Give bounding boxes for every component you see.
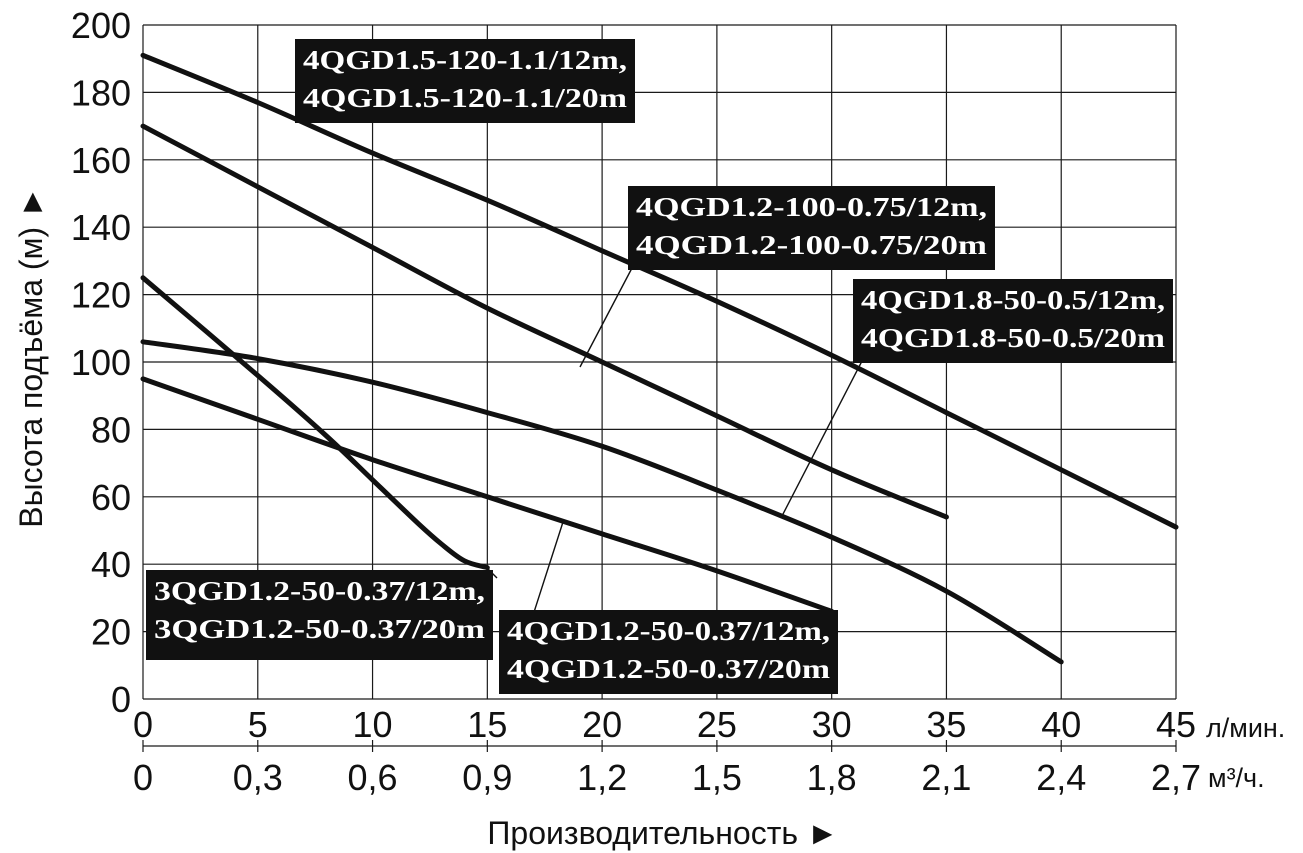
x-axis-ticks: 0 5 10 15 20 25 30 35 40 45 0 0,3 0,6 0,9 1,2 1,5 1,8 2,1… — [133, 704, 1201, 798]
y-axis-title: Высота подъёма (м) ► — [13, 186, 49, 528]
label-line: 4QGD1.2-50-0.37/20m — [507, 654, 831, 684]
x-unit-secondary: м³/ч. — [1208, 763, 1265, 793]
y-tick-label: 40 — [91, 544, 131, 585]
x-tick-label-primary: 10 — [353, 704, 393, 745]
x-tick-label-secondary: 0,9 — [462, 757, 512, 798]
label-line: 4QGD1.2-100-0.75/20m — [636, 230, 988, 260]
curves — [140, 52, 1179, 665]
curve-labels: 4QGD1.5-120-1.1/12m,4QGD1.5-120-1.1/20m4… — [146, 39, 1173, 694]
y-tick-label: 80 — [91, 409, 131, 450]
x-tick-label-secondary: 0,3 — [233, 757, 283, 798]
series-line-3 — [140, 339, 1064, 665]
label-line: 4QGD1.2-100-0.75/12m, — [636, 192, 987, 222]
label-line: 3QGD1.2-50-0.37/12m, — [154, 576, 485, 606]
leader-line — [579, 267, 633, 368]
x-tick-label-primary: 15 — [467, 704, 507, 745]
x-tick-label-secondary: 0,6 — [348, 757, 398, 798]
x-tick-label-primary: 30 — [812, 704, 852, 745]
y-tick-label: 200 — [71, 5, 131, 46]
x-tick-label-secondary: 1,8 — [807, 757, 857, 798]
series-line-4 — [140, 376, 835, 614]
curve-label: 4QGD1.8-50-0.5/12m, 4QGD1.8-50-0.5/20m — [853, 279, 1173, 363]
y-tick-label: 180 — [71, 72, 131, 113]
y-tick-label: 120 — [71, 275, 131, 316]
x-unit-primary: л/мин. — [1206, 713, 1285, 743]
y-tick-label: 160 — [71, 140, 131, 181]
x-tick-label-secondary: 1,5 — [692, 757, 742, 798]
x-tick-label-primary: 5 — [248, 704, 268, 745]
label-box — [146, 570, 493, 660]
x-tick-label-primary: 25 — [697, 704, 737, 745]
x-tick-label-primary: 0 — [133, 704, 153, 745]
y-tick-label: 20 — [91, 612, 131, 653]
label-box — [628, 186, 995, 270]
x-tick-label-secondary: 2,7 — [1151, 757, 1201, 798]
x-tick-label-primary: 35 — [926, 704, 966, 745]
x-tick-label-secondary: 2,1 — [921, 757, 971, 798]
x-tick-label-secondary: 1,2 — [577, 757, 627, 798]
y-tick-label: 60 — [91, 477, 131, 518]
label-box — [853, 279, 1173, 363]
curve-label: 4QGD1.5-120-1.1/12m, 4QGD1.5-120-1.1/20m — [295, 39, 635, 123]
series-line-1 — [140, 52, 1179, 530]
label-line: 4QGD1.2-50-0.37/12m, — [507, 616, 830, 646]
label-box — [295, 39, 635, 123]
curve-label: 4QGD1.2-50-0.37/12m, 4QGD1.2-50-0.37/20m — [499, 610, 838, 694]
series-line-2 — [140, 123, 949, 520]
series-line-5 — [140, 275, 490, 571]
label-line: 4QGD1.5-120-1.1/20m — [303, 83, 628, 113]
y-tick-label: 0 — [111, 679, 131, 720]
curve-label: 3QGD1.2-50-0.37/12m, 3QGD1.2-50-0.37/20m — [146, 570, 493, 660]
x-tick-label-primary: 20 — [582, 704, 622, 745]
label-line: 4QGD1.8-50-0.5/20m — [861, 323, 1166, 353]
x-tick-label-primary: 40 — [1041, 704, 1081, 745]
label-line: 4QGD1.8-50-0.5/12m, — [861, 285, 1165, 315]
label-box — [499, 610, 838, 694]
label-line: 4QGD1.5-120-1.1/12m, — [303, 45, 627, 75]
y-tick-label: 140 — [71, 207, 131, 248]
x-tick-label-secondary: 2,4 — [1036, 757, 1086, 798]
curve-label: 4QGD1.2-100-0.75/12m, 4QGD1.2-100-0.75/20… — [628, 186, 995, 270]
x-axis-title: Производительность ► — [487, 815, 838, 851]
y-tick-label: 100 — [71, 342, 131, 383]
leader-line — [781, 360, 863, 517]
label-line: 3QGD1.2-50-0.37/20m — [154, 614, 486, 644]
y-axis-ticks: 0 20 40 60 80 100 120 140 160 180 200 — [71, 5, 131, 720]
x-tick-label-primary: 45 — [1156, 704, 1196, 745]
x-tick-label-secondary: 0 — [133, 757, 153, 798]
